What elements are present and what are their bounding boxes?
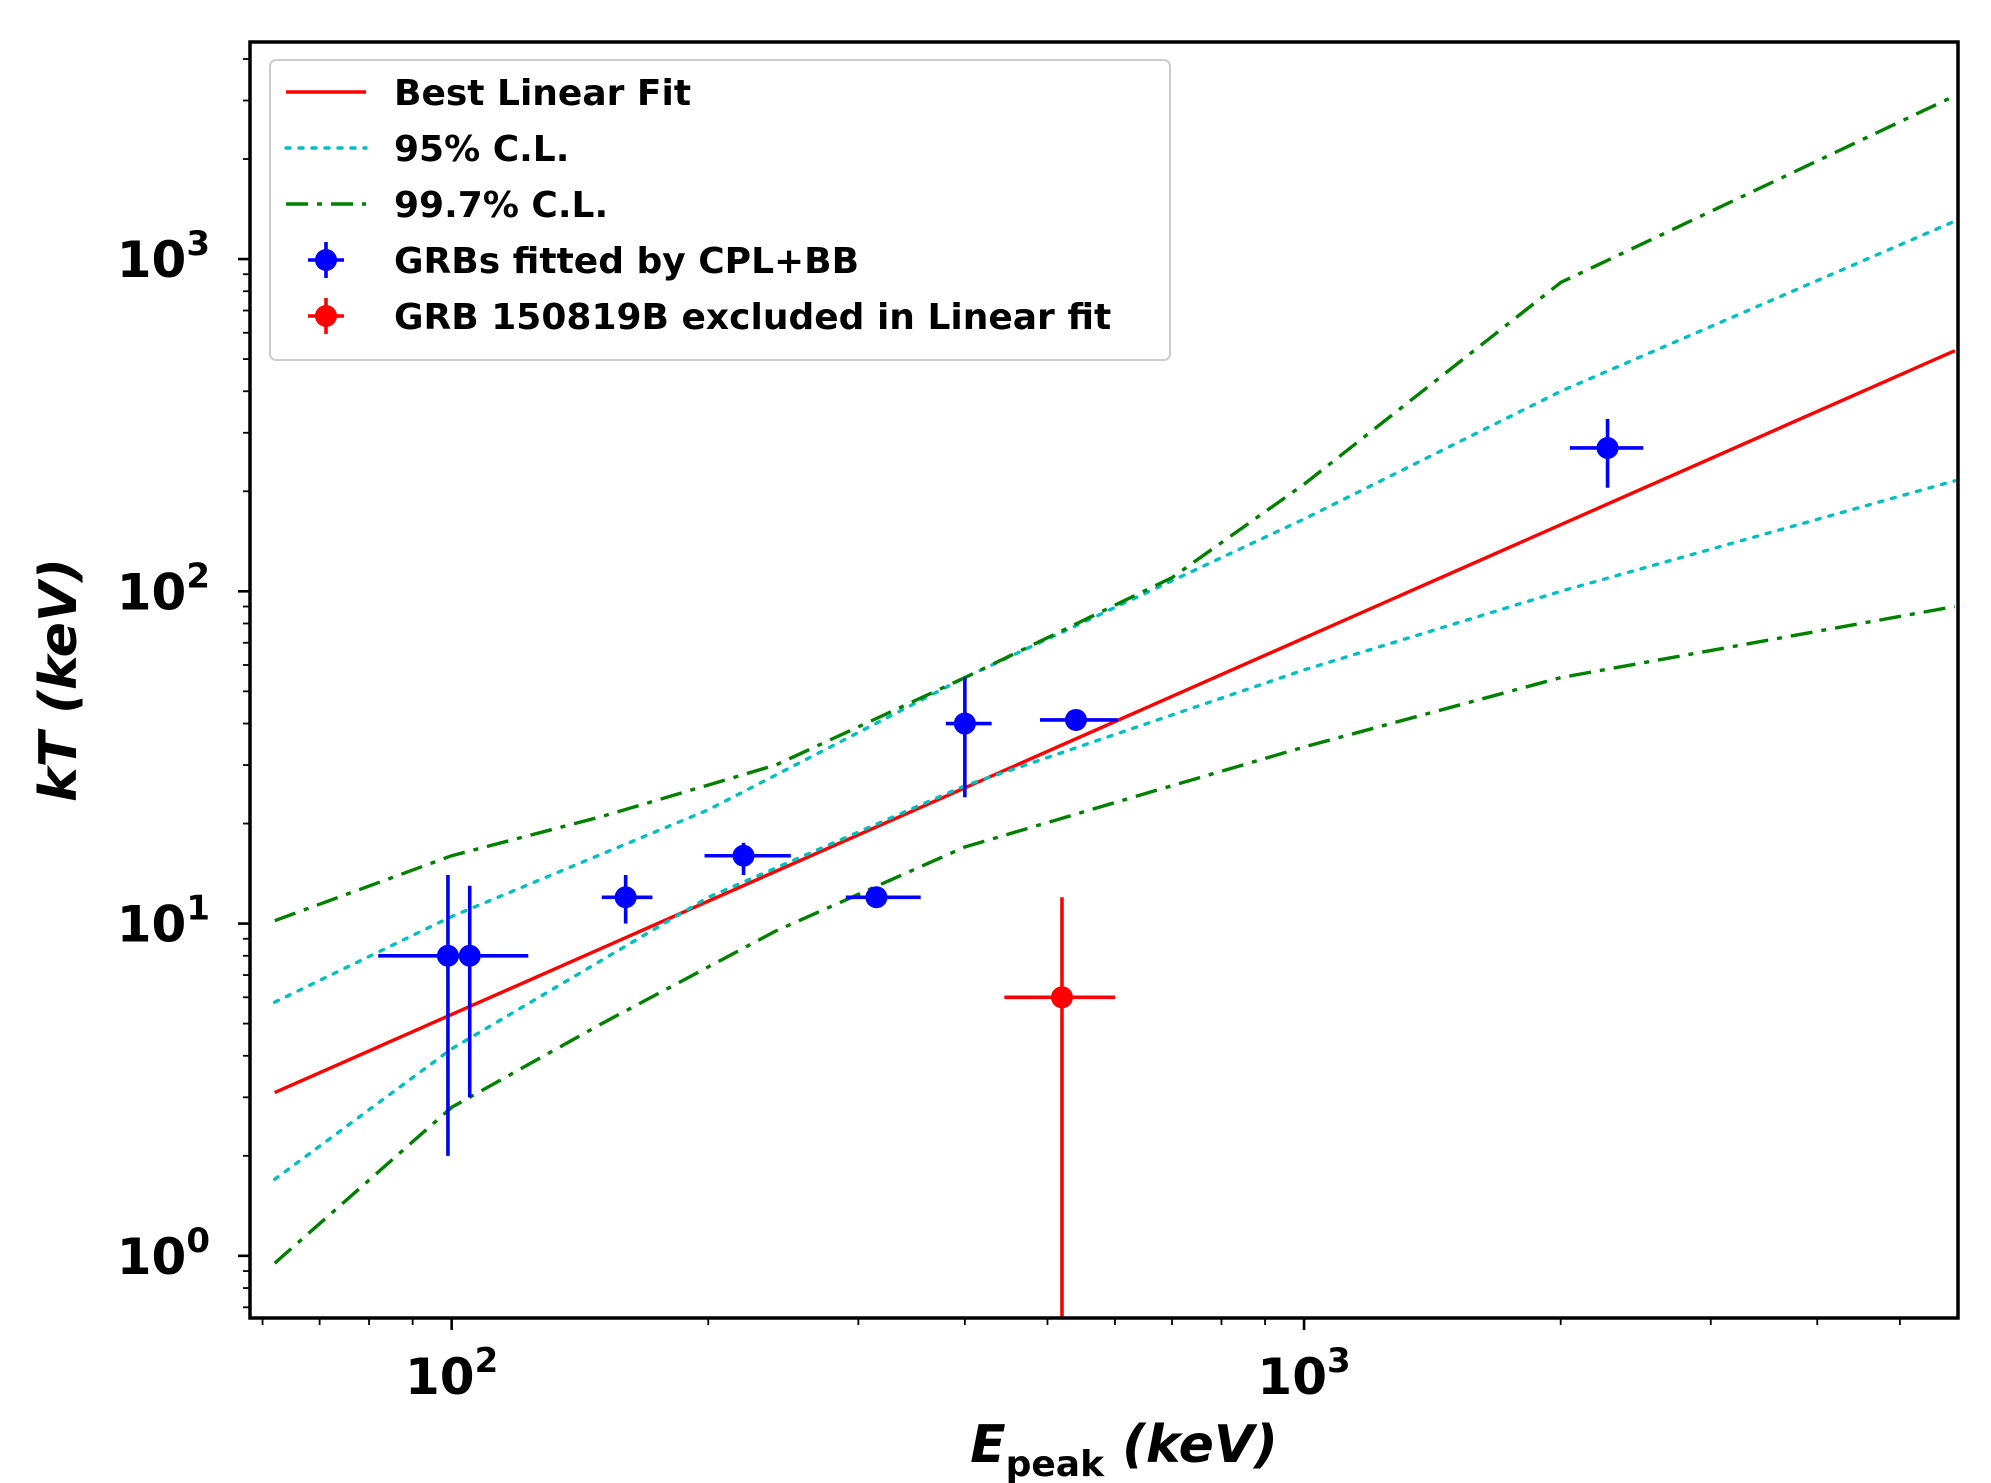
x-tick-exp: 3	[1327, 1341, 1351, 1381]
y-tick-base: 10	[117, 231, 187, 289]
y-tick-label: 103	[117, 224, 210, 289]
axes-frame	[248, 40, 1960, 1320]
y-tick-exp: 1	[186, 889, 210, 929]
plot-area	[273, 94, 1957, 1318]
y-tick-base: 10	[117, 896, 187, 954]
legend-label-3: GRBs fitted by CPL+BB	[394, 241, 859, 282]
legend-label-0: Best Linear Fit	[394, 73, 691, 114]
data-point-5-1	[458, 944, 481, 967]
data-point-5-7	[1596, 436, 1619, 459]
y-tick-exp: 3	[186, 224, 210, 264]
x-tick-base: 10	[1257, 1348, 1327, 1406]
legend-handle-marker-4	[315, 305, 337, 327]
series-line-4	[273, 604, 1956, 1265]
y-tick-label: 101	[117, 889, 210, 954]
legend-label-1: 95% C.L.	[394, 129, 569, 170]
x-tick-base: 10	[405, 1348, 475, 1406]
data-point-6-0	[1050, 986, 1073, 1009]
data-point-5-6	[1064, 708, 1087, 731]
series-line-1	[273, 219, 1957, 1004]
data-group	[273, 94, 1957, 1318]
data-point-5-5	[953, 712, 976, 735]
legend-label-2: 99.7% C.L.	[394, 185, 608, 226]
y-tick-base: 10	[117, 563, 187, 621]
data-point-5-2	[614, 886, 637, 909]
x-axis-title: Epeak (keV)	[970, 1415, 1278, 1483]
data-point-5-4	[865, 886, 888, 909]
y-tick-label: 102	[117, 556, 210, 621]
y-tick-exp: 0	[186, 1221, 210, 1261]
y-tick-base: 10	[117, 1228, 187, 1286]
x-tick-exp: 2	[475, 1341, 499, 1381]
y-tick-label: 100	[117, 1221, 210, 1286]
legend-box	[269, 59, 1171, 361]
data-point-5-3	[732, 844, 755, 867]
x-tick-label: 102	[405, 1341, 498, 1406]
y-axis-title: kT (keV)	[29, 558, 89, 802]
x-axis-title-sub: peak	[1006, 1444, 1105, 1483]
x-tick-label: 103	[1257, 1341, 1350, 1406]
y-tick-exp: 2	[186, 556, 210, 596]
series-line-2	[273, 479, 1957, 1182]
legend-handle-marker-3	[315, 249, 337, 271]
legend-label-4: GRB 150819B excluded in Linear fit	[394, 297, 1111, 338]
x-axis-title-main: E	[970, 1415, 1006, 1475]
x-axis-title-unit: (keV)	[1104, 1415, 1278, 1475]
legend: Best Linear Fit 95% C.L. 99.7% C.L. GRBs fi…	[269, 59, 1171, 361]
